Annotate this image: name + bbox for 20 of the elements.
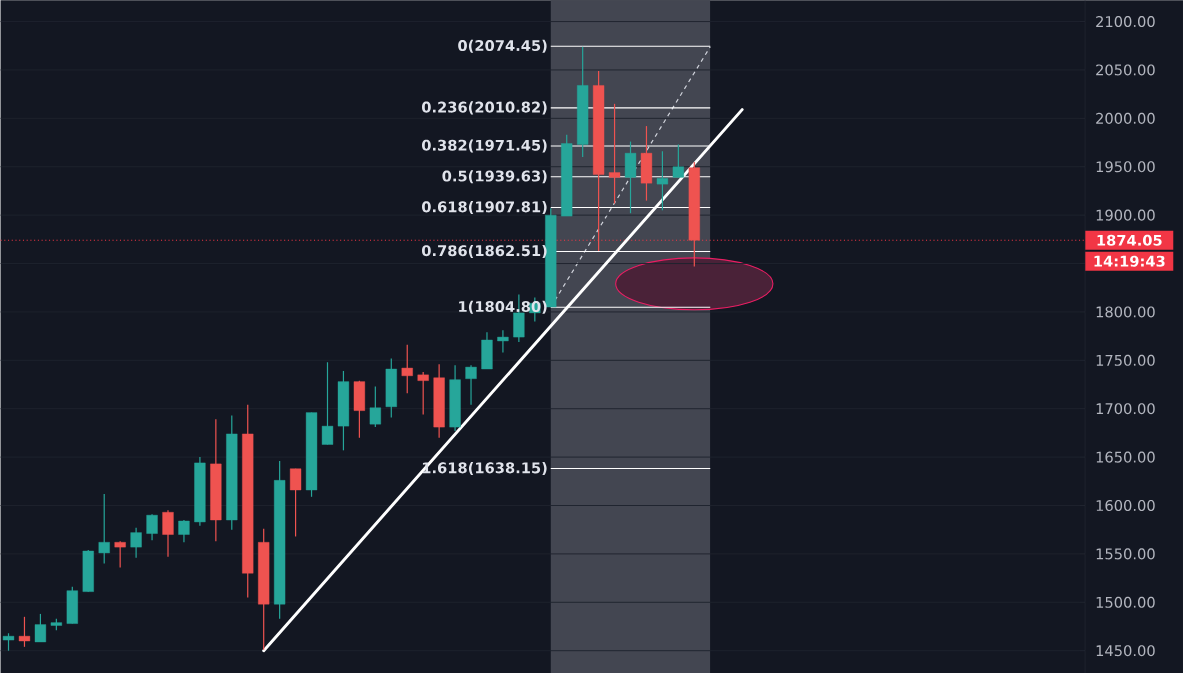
ref-line-label: 0.5(1939.63) <box>442 170 547 184</box>
ref-line-label: 1874.05 <box>1097 234 1162 246</box>
y-tick-label: 1950.00 <box>1096 161 1155 173</box>
y-tick-label: 1900.00 <box>1096 209 1155 221</box>
y-tick-label: 2100.00 <box>1096 15 1155 27</box>
y-tick-label: 1750.00 <box>1096 354 1155 366</box>
ref-line-label: 0(2074.45) <box>458 39 547 53</box>
y-tick-label: 1700.00 <box>1096 403 1155 415</box>
y-tick-label: 2000.00 <box>1096 112 1155 124</box>
y-tick-label: 1550.00 <box>1096 548 1155 560</box>
ref-line-label: 0.382(1971.45) <box>422 139 547 153</box>
y-tick-label: 1800.00 <box>1096 306 1155 318</box>
y-tick-label: 1500.00 <box>1096 596 1155 608</box>
y-tick-label: 2050.00 <box>1096 64 1155 76</box>
y-tick-label: 1450.00 <box>1096 645 1155 657</box>
y-tick-label: 1650.00 <box>1096 451 1155 463</box>
text: 14:19:43 <box>1094 255 1165 267</box>
ref-line-label: 0.618(1907.81) <box>422 200 547 214</box>
ref-line-label: 0.236(2010.82) <box>422 101 547 115</box>
y-tick-label: 1600.00 <box>1096 499 1155 511</box>
